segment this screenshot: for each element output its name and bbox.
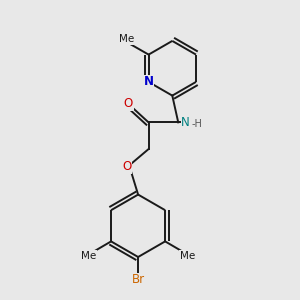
Text: -H: -H [191, 119, 202, 129]
Text: N: N [144, 75, 154, 88]
Text: Br: Br [131, 273, 145, 286]
Text: O: O [124, 97, 133, 110]
Text: Me: Me [180, 251, 195, 261]
Text: O: O [122, 160, 131, 173]
Text: N: N [181, 116, 190, 129]
Text: Me: Me [81, 251, 96, 261]
Text: Me: Me [119, 34, 134, 44]
